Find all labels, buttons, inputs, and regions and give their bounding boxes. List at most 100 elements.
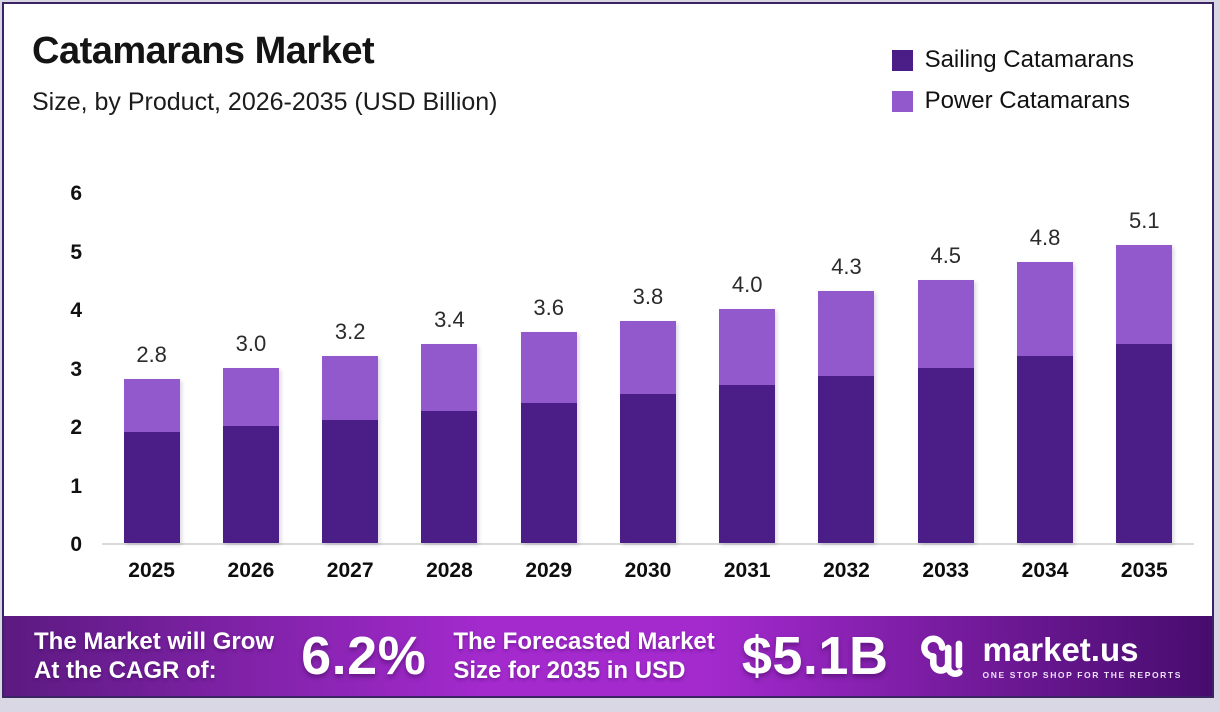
bar-stack (1116, 244, 1173, 543)
bar-segment-sailing (1017, 355, 1074, 543)
legend-label-power: Power Catamarans (924, 87, 1130, 114)
bar-segment-sailing (421, 411, 478, 543)
bar-column-2029: 3.6 (499, 194, 598, 543)
cagr-label-line2: At the CAGR of: (34, 657, 217, 684)
bar-segment-power (719, 309, 776, 386)
bar-total-label: 3.8 (632, 283, 664, 309)
bar-segment-sailing (818, 376, 875, 543)
x-axis-label: 2034 (1021, 559, 1069, 582)
footer-banner: The Market will Grow At the CAGR of: 6.2… (4, 616, 1212, 696)
page-title: Catamarans Market (32, 30, 375, 72)
bar-segment-power (222, 367, 279, 426)
bar-column-2032: 4.3 (797, 194, 896, 543)
y-tick-label: 6 (70, 182, 82, 205)
cagr-label: The Market will Grow At the CAGR of: (34, 627, 274, 686)
bar-segment-power (818, 291, 875, 377)
bar-stack (719, 309, 776, 543)
bar-stack (520, 332, 577, 543)
cagr-label-line1: The Market will Grow (34, 627, 275, 655)
bar-total-label: 5.1 (1128, 207, 1160, 233)
bar-segment-sailing (222, 426, 279, 543)
stacked-bar-chart: 0 1 2 3 4 5 6 2.8 3.0 3.2 3.4 3.6 3.8 4.0 4.3 4.5 4.8 5.… (50, 182, 1194, 614)
market-us-logo-icon (920, 635, 963, 677)
x-axis-label: 2027 (326, 559, 374, 582)
bar-stack (322, 355, 379, 543)
bar-total-label: 4.8 (1029, 225, 1061, 251)
brand-name: market.us (982, 630, 1139, 668)
bar-total-label: 2.8 (136, 342, 167, 368)
forecast-label-line2: Size for 2035 in USD (453, 657, 686, 684)
bar-segment-sailing (322, 420, 379, 543)
x-axis-label: 2031 (723, 559, 771, 582)
legend-swatch-power-icon (891, 90, 913, 112)
legend-item-power: Power Catamarans (891, 87, 1134, 115)
bar-segment-power (322, 355, 379, 421)
bar-segment-sailing (123, 431, 180, 543)
bar-segment-power (520, 332, 577, 403)
bar-segment-sailing (619, 393, 676, 543)
bar-segment-sailing (719, 385, 776, 543)
brand-lockup: market.us ONE STOP SHOP FOR THE REPORTS (916, 628, 1182, 684)
bar-segment-sailing (520, 402, 577, 543)
x-axis-label: 2026 (227, 559, 275, 582)
bar-total-label: 3.6 (533, 295, 564, 321)
forecast-label-line1: The Forecasted Market (453, 627, 715, 655)
infographic-frame: Catamarans Market Size, by Product, 2026… (2, 2, 1214, 698)
x-axis-label: 2032 (823, 559, 870, 582)
y-tick-label: 1 (70, 474, 82, 498)
bar-total-label: 4.5 (930, 242, 962, 268)
legend-swatch-sailing-icon (891, 49, 913, 71)
legend: Sailing Catamarans Power Catamarans (891, 46, 1134, 115)
bar-segment-power (1017, 262, 1074, 356)
page-subtitle: Size, by Product, 2026-2035 (USD Billion… (32, 88, 498, 116)
bar-stack (222, 367, 279, 543)
forecast-label: The Forecasted Market Size for 2035 in U… (453, 627, 714, 686)
x-axis-labels: 2025 2026 2027 2028 2029 2030 2031 2032 2033 2034… (102, 559, 1194, 583)
y-tick-label: 0 (70, 533, 82, 556)
x-axis-label: 2025 (128, 559, 175, 582)
bar-column-2035: 5.1 (1095, 194, 1194, 543)
bar-segment-power (917, 279, 974, 368)
bar-stack (619, 320, 676, 543)
plot-area: 2.8 3.0 3.2 3.4 3.6 3.8 4.0 4.3 4.5 4.8 5.1 (102, 194, 1194, 545)
brand-text: market.us ONE STOP SHOP FOR THE REPORTS (983, 633, 1182, 680)
bar-column-2034: 4.8 (995, 194, 1094, 543)
bar-stack (1017, 262, 1074, 543)
brand-tagline: ONE STOP SHOP FOR THE REPORTS (982, 669, 1182, 680)
bar-stack (123, 379, 180, 543)
bar-total-label: 4.3 (831, 254, 862, 280)
x-axis-label: 2033 (922, 559, 970, 582)
bar-column-2027: 3.2 (301, 194, 400, 543)
legend-label-sailing: Sailing Catamarans (924, 46, 1134, 73)
y-tick-label: 2 (70, 416, 82, 439)
bar-column-2025: 2.8 (102, 194, 201, 543)
y-tick-label: 5 (70, 240, 82, 264)
forecast-value: $5.1B (741, 626, 889, 686)
bar-stack (818, 291, 875, 543)
bar-segment-power (1116, 244, 1173, 345)
bar-segment-power (619, 320, 676, 394)
bar-column-2028: 3.4 (400, 194, 499, 543)
bar-column-2030: 3.8 (598, 194, 697, 543)
y-tick-label: 3 (70, 357, 82, 381)
bar-total-label: 3.2 (334, 318, 366, 344)
y-tick-label: 4 (70, 299, 82, 322)
x-axis-label: 2029 (525, 559, 573, 582)
legend-item-sailing: Sailing Catamarans (891, 46, 1134, 74)
bar-segment-power (421, 344, 478, 412)
y-axis: 0 1 2 3 4 5 6 (50, 182, 82, 556)
bar-total-label: 4.0 (731, 272, 763, 298)
bar-total-label: 3.4 (434, 307, 465, 333)
cagr-value: 6.2% (301, 626, 427, 686)
bar-stack (421, 344, 478, 543)
bar-segment-sailing (1116, 344, 1173, 543)
bars-area: 2.8 3.0 3.2 3.4 3.6 3.8 4.0 4.3 4.5 4.8 5.1 (102, 194, 1194, 543)
bar-column-2031: 4.0 (698, 194, 797, 543)
x-axis-label: 2028 (426, 559, 473, 582)
x-axis-label: 2035 (1120, 559, 1168, 582)
bar-stack (917, 279, 974, 543)
bar-column-2026: 3.0 (201, 194, 300, 543)
bar-segment-power (123, 379, 180, 432)
bar-total-label: 3.0 (235, 330, 267, 356)
x-axis-label: 2030 (624, 559, 672, 582)
